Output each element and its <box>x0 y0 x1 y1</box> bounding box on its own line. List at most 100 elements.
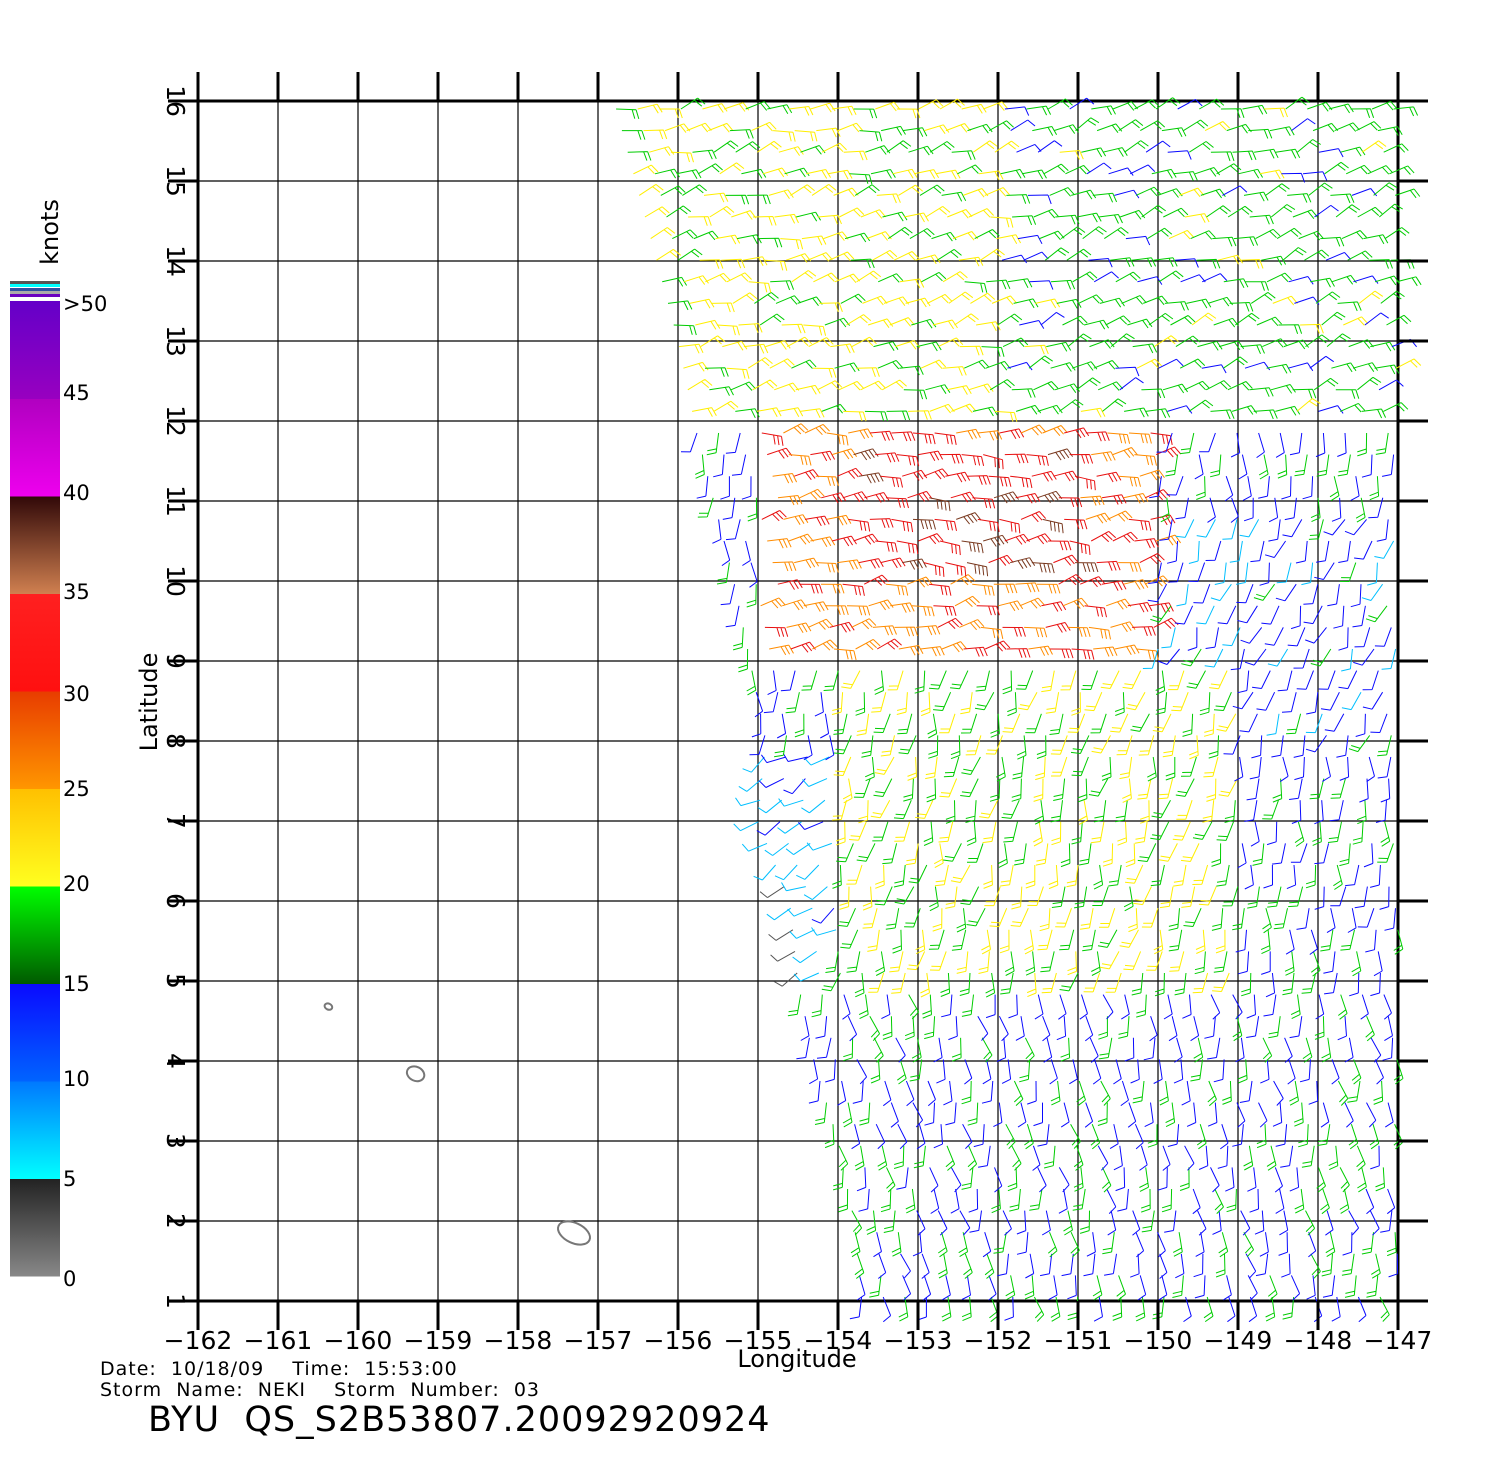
wind-barb <box>800 145 826 155</box>
wind-barb <box>900 1253 911 1279</box>
wind-barb <box>1093 864 1104 890</box>
wind-barb <box>1060 843 1071 868</box>
wind-barb <box>1037 1124 1050 1147</box>
wind-barb <box>939 713 956 734</box>
wind-barb <box>1266 713 1280 736</box>
wind-barb <box>978 951 990 974</box>
wind-barb <box>1071 648 1095 660</box>
wind-barb <box>1357 206 1383 218</box>
wind-barb <box>687 378 713 391</box>
wind-barb <box>1080 495 1105 506</box>
wind-barb <box>1141 388 1166 399</box>
wind-barb <box>977 1015 989 1041</box>
wind-barb <box>1223 356 1248 369</box>
wind-barb <box>1066 864 1079 888</box>
wind-barb <box>1053 470 1079 482</box>
wind-barb <box>799 583 823 594</box>
wind-barb <box>1172 1275 1184 1298</box>
wind-barb <box>832 1167 844 1191</box>
wind-barb <box>1115 1167 1126 1192</box>
wind-barb <box>841 670 861 689</box>
wind-barb <box>1028 645 1053 656</box>
wind-barb <box>1033 821 1043 847</box>
wind-barb <box>964 281 988 293</box>
wind-barb <box>963 359 990 370</box>
wind-barb <box>1244 361 1271 371</box>
wind-barb <box>759 313 785 326</box>
wind-barb <box>988 475 1012 487</box>
wind-barb <box>1361 140 1387 153</box>
wind-barb <box>1294 454 1308 477</box>
wind-barb <box>1353 648 1375 666</box>
x-tick-label: −153 <box>884 1326 953 1355</box>
wind-barb <box>880 1188 892 1213</box>
wind-barb <box>1262 908 1272 934</box>
wind-barb <box>1202 800 1215 823</box>
wind-barb <box>1338 540 1351 563</box>
wind-barb <box>985 994 996 1019</box>
wind-barb <box>1347 908 1357 933</box>
wind-barb <box>1157 188 1183 198</box>
wind-barb <box>729 129 754 139</box>
wind-barb <box>1093 271 1119 283</box>
wind-barb <box>825 735 835 761</box>
wind-barb <box>1124 1037 1135 1062</box>
wind-barb <box>958 256 984 267</box>
wind-barb <box>1162 735 1176 758</box>
wind-barb <box>838 380 864 391</box>
wind-barb <box>1181 1080 1191 1106</box>
wind-barb <box>1251 735 1263 759</box>
wind-barb <box>1139 1145 1148 1171</box>
wind-barb <box>842 778 853 804</box>
wind-barb <box>1356 121 1382 132</box>
wind-barb <box>915 254 941 265</box>
wind-barb <box>1347 250 1373 261</box>
wind-barb <box>1379 1296 1390 1322</box>
wind-barb <box>851 618 877 630</box>
wind-barb <box>942 366 967 376</box>
x-tick-label: −157 <box>564 1326 633 1355</box>
wind-barb <box>660 185 686 196</box>
wind-barb <box>912 1102 924 1128</box>
wind-barb <box>1119 377 1144 391</box>
wind-barb <box>801 235 827 246</box>
wind-barb <box>1183 119 1209 132</box>
wind-barb <box>1144 575 1171 587</box>
wind-barb <box>1389 165 1415 175</box>
wind-barb <box>1340 146 1366 157</box>
wind-barb <box>1027 1080 1037 1105</box>
wind-barb <box>1313 377 1339 391</box>
wind-barb <box>1156 432 1173 453</box>
wind-barb <box>1075 117 1100 131</box>
wind-barb <box>1088 258 1113 268</box>
wind-barb <box>1238 454 1248 480</box>
wind-barb <box>859 1102 871 1126</box>
wind-barb <box>1281 692 1297 713</box>
wind-barb <box>1207 497 1216 523</box>
wind-barb <box>976 605 1000 616</box>
wind-barb <box>1065 164 1091 175</box>
wind-barb <box>1225 1167 1235 1192</box>
wind-barb <box>772 473 798 484</box>
wind-barb <box>961 454 985 467</box>
wind-barb <box>1142 648 1159 669</box>
wind-barb <box>1365 605 1388 623</box>
wind-barb <box>925 756 938 780</box>
wind-barb <box>767 538 792 549</box>
wind-barb <box>1002 670 1013 695</box>
wind-barb <box>747 194 771 205</box>
wind-barb <box>1312 122 1339 133</box>
wind-barb <box>867 929 880 952</box>
wind-barb <box>1093 646 1118 657</box>
wind-barb <box>1015 493 1041 504</box>
wind-barb <box>1118 562 1142 572</box>
wind-barb <box>787 994 802 1017</box>
wind-barb <box>1090 713 1107 734</box>
wind-barb <box>1110 333 1135 347</box>
wind-barb <box>885 497 909 509</box>
wind-barb <box>1092 1275 1103 1301</box>
wind-barb <box>842 583 865 596</box>
y-tick-label: 12 <box>161 405 190 437</box>
wind-barb <box>880 475 903 488</box>
